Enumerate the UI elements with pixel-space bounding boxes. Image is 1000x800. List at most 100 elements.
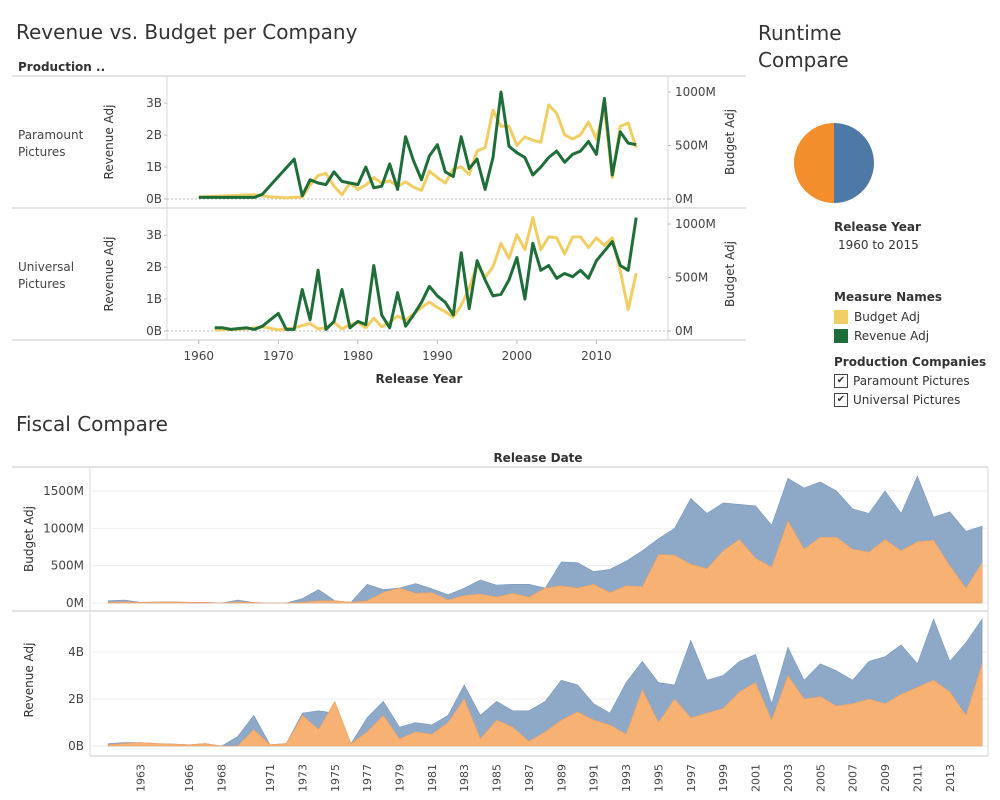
checkbox-paramount[interactable]: ✔ — [834, 373, 848, 388]
left-tick-label-paramount: 0B — [146, 192, 162, 206]
budget-tick-label: 1000M — [43, 521, 84, 535]
fiscal-compare-chart: Release Date 0M 500M 1000M 1500M 0B 2B 4B 1963 1… — [12, 451, 989, 792]
fiscal-x-tick-label: 1981 — [426, 764, 439, 792]
fiscal-x-tick-label: 2003 — [782, 764, 795, 792]
budget-tick-label: 0M — [66, 596, 84, 610]
legend-swatch-revenue — [834, 328, 848, 343]
row-label-paramount: Paramount — [18, 128, 84, 142]
top-panels: 0B 1B 2B 3B 0M 500M 1000M Revenue Adj Budget Adj… — [18, 85, 737, 363]
revenue-tick-label: 2B — [68, 692, 84, 706]
fiscal-x-tick-label: 2009 — [879, 764, 892, 792]
filter-title-release-year: Release Year — [834, 220, 921, 234]
chart-title-runtime-compare: Runtime Compare — [758, 20, 849, 74]
y-axis-title-budget: Budget Adj — [22, 506, 36, 572]
fiscal-content: 0M 500M 1000M 1500M 0B 2B 4B 1963 1966 1968 1971 19… — [43, 475, 988, 792]
left-tick-label-universal: 0B — [146, 324, 162, 338]
measure-legend: Measure Names Budget Adj Revenue Adj — [834, 290, 942, 345]
x-tick-label: 2010 — [581, 349, 612, 363]
right-tick-label-paramount: 0M — [675, 192, 693, 206]
y-axis-title-budget-paramount: Budget Adj — [723, 109, 737, 175]
fiscal-x-tick-label: 1971 — [264, 764, 277, 792]
legend-item-budget[interactable]: Budget Adj — [834, 307, 942, 326]
right-tick-label-universal: 0M — [675, 324, 693, 338]
x-tick-label: 2000 — [502, 349, 533, 363]
company-label-paramount: Paramount Pictures — [853, 373, 970, 388]
measure-legend-title: Measure Names — [834, 290, 943, 304]
fiscal-x-tick-label: 1979 — [394, 764, 407, 792]
fiscal-x-tick-label: 1973 — [296, 764, 309, 792]
fiscal-x-tick-label: 1987 — [523, 764, 536, 792]
legend-item-revenue[interactable]: Revenue Adj — [834, 326, 942, 345]
fiscal-x-tick-label: 1993 — [620, 764, 633, 792]
y-axis-title-revenue-paramount: Revenue Adj — [102, 104, 116, 179]
company-filter-universal[interactable]: ✔ Universal Pictures — [834, 390, 986, 409]
fiscal-x-tick-label: 1997 — [685, 764, 698, 792]
company-label-universal: Universal Pictures — [853, 392, 961, 407]
left-tick-label-paramount: 2B — [146, 128, 162, 142]
left-tick-label-paramount: 1B — [146, 160, 162, 174]
budget-tick-label: 1500M — [43, 484, 84, 498]
row-label-universal: Universal — [18, 260, 74, 274]
fiscal-x-tick-label: 1995 — [653, 764, 666, 792]
right-tick-label-paramount: 500M — [675, 139, 708, 153]
budget-tick-label: 500M — [51, 559, 84, 573]
fiscal-x-tick-label: 1989 — [555, 764, 568, 792]
pie-slice-paramount-pictures — [834, 123, 874, 203]
revenue-budget-chart: Production .. 0B 1B 2B 3B 0M 500M 1000M Revenue… — [12, 60, 746, 386]
budget-line-paramount — [198, 103, 638, 200]
company-filter: Production Companies ✔ Paramount Picture… — [834, 355, 986, 409]
revenue-tick-label: 4B — [68, 645, 84, 659]
row-label-paramount: Pictures — [18, 145, 66, 159]
x-axis-title-release-year: Release Year — [376, 372, 463, 386]
y-axis-title-revenue-universal: Revenue Adj — [102, 236, 116, 311]
revenue-tick-label: 0B — [68, 739, 84, 753]
column-header-release-date: Release Date — [493, 451, 582, 465]
x-tick-label: 1990 — [422, 349, 453, 363]
company-filter-title: Production Companies — [834, 355, 987, 369]
y-axis-title-revenue: Revenue Adj — [22, 642, 36, 717]
fiscal-x-tick-label: 1968 — [216, 764, 229, 792]
fiscal-x-tick-label: 2011 — [911, 764, 924, 792]
pie-slice-universal-pictures — [794, 123, 834, 203]
area-orange-revenue — [107, 663, 983, 747]
revenue-line-universal — [214, 217, 638, 331]
right-tick-label-universal: 500M — [675, 271, 708, 285]
fiscal-x-tick-label: 1985 — [491, 764, 504, 792]
left-tick-label-universal: 3B — [146, 228, 162, 242]
fiscal-x-tick-label: 1983 — [458, 764, 471, 792]
chart-title-revenue-budget: Revenue vs. Budget per Company — [16, 20, 358, 44]
legend-label-revenue: Revenue Adj — [854, 328, 930, 343]
row-label-universal: Pictures — [18, 277, 66, 291]
fiscal-x-tick-label: 1963 — [135, 764, 148, 792]
fiscal-x-tick-label: 2013 — [944, 764, 957, 792]
runtime-title-line2: Compare — [758, 48, 849, 72]
area-orange-budget — [107, 520, 983, 604]
x-tick-label: 1970 — [263, 349, 294, 363]
right-tick-label-paramount: 1000M — [675, 85, 716, 99]
fiscal-x-tick-label: 2007 — [847, 764, 860, 792]
fiscal-x-tick-label: 1975 — [329, 764, 342, 792]
x-tick-label: 1980 — [343, 349, 374, 363]
fiscal-x-tick-label: 1977 — [361, 764, 374, 792]
runtime-pie-chart — [794, 123, 874, 203]
legend-label-budget: Budget Adj — [854, 309, 920, 324]
x-tick-label: 1960 — [184, 349, 215, 363]
fiscal-x-tick-label: 2005 — [814, 764, 827, 792]
company-filter-paramount[interactable]: ✔ Paramount Pictures — [834, 371, 986, 390]
fiscal-x-tick-label: 1966 — [183, 764, 196, 792]
left-tick-label-universal: 1B — [146, 292, 162, 306]
left-tick-label-universal: 2B — [146, 260, 162, 274]
fiscal-x-tick-label: 2001 — [750, 764, 763, 792]
chart-title-fiscal-compare: Fiscal Compare — [16, 412, 168, 436]
column-header-production: Production .. — [18, 60, 105, 74]
y-axis-title-budget-universal: Budget Adj — [723, 241, 737, 307]
filter-value-release-year[interactable]: 1960 to 2015 — [838, 238, 919, 252]
left-tick-label-paramount: 3B — [146, 96, 162, 110]
fiscal-x-tick-label: 1991 — [588, 764, 601, 792]
runtime-title-line1: Runtime — [758, 21, 842, 45]
checkbox-universal[interactable]: ✔ — [834, 392, 848, 407]
revenue-line-paramount — [198, 90, 637, 199]
fiscal-x-tick-label: 1999 — [717, 764, 730, 792]
right-tick-label-universal: 1000M — [675, 217, 716, 231]
legend-swatch-budget — [834, 309, 848, 324]
